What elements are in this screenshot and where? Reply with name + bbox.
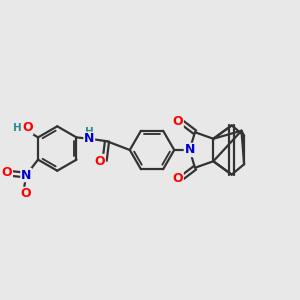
Text: N: N (21, 169, 32, 182)
Text: O: O (172, 172, 183, 185)
Text: O: O (172, 115, 183, 128)
Text: O: O (94, 154, 105, 168)
Text: H: H (13, 123, 22, 133)
Text: O: O (2, 166, 12, 179)
Text: N: N (184, 143, 195, 157)
Text: O: O (21, 188, 32, 200)
Text: O: O (22, 122, 33, 134)
Text: N: N (84, 132, 94, 146)
Text: H: H (85, 128, 94, 137)
